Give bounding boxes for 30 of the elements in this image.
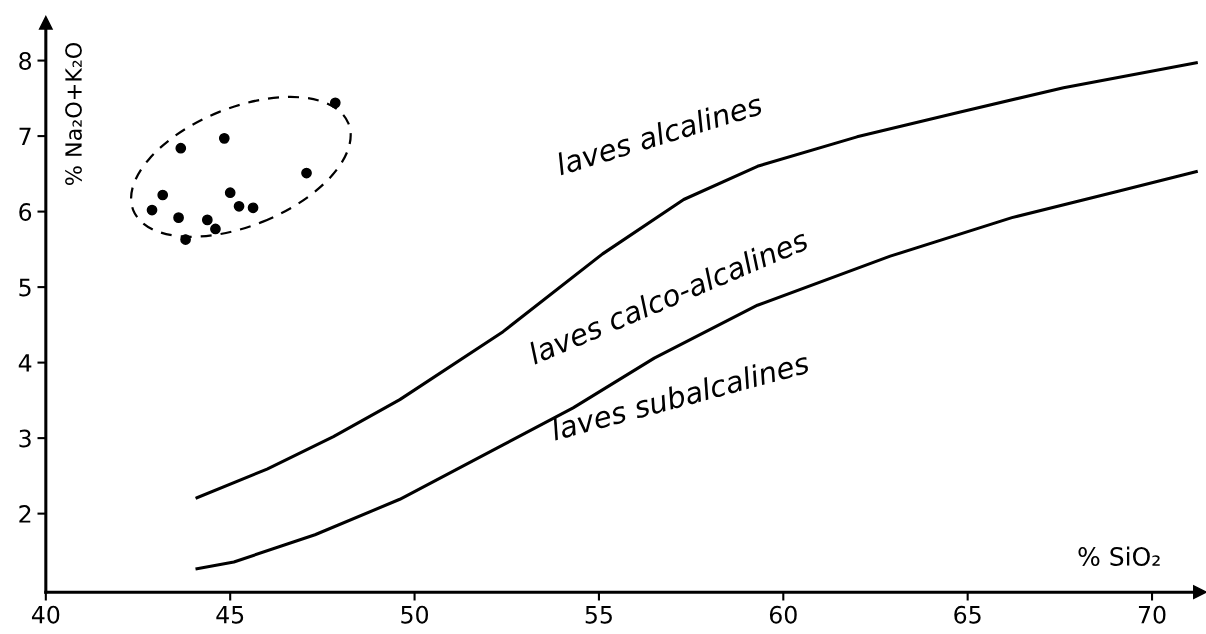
point bbox=[180, 234, 191, 245]
point bbox=[157, 189, 169, 201]
y-tick-label: 6 bbox=[19, 203, 32, 221]
y-tick-label: 4 bbox=[18, 354, 32, 372]
point bbox=[210, 223, 221, 235]
x-tick-label: 65 bbox=[954, 605, 981, 624]
point bbox=[146, 204, 158, 216]
point bbox=[224, 187, 236, 199]
point bbox=[201, 214, 213, 226]
x-tick-label: 70 bbox=[1138, 605, 1166, 624]
x-tick-label: 60 bbox=[769, 605, 797, 624]
y-tick-label: 5 bbox=[19, 278, 31, 297]
point bbox=[233, 200, 245, 212]
y-axis-title: % Na₂O+K₂O bbox=[65, 42, 82, 185]
x-tick-label: 50 bbox=[401, 605, 429, 624]
point bbox=[301, 167, 312, 179]
point bbox=[175, 142, 187, 154]
y-tick-label: 8 bbox=[19, 52, 32, 70]
y-tick-label: 3 bbox=[19, 429, 31, 448]
point bbox=[329, 97, 341, 109]
point bbox=[247, 202, 259, 214]
x-axis-title: % SiO₂ bbox=[1078, 546, 1160, 566]
y-tick-label: 7 bbox=[19, 127, 31, 146]
point bbox=[173, 212, 184, 223]
y-tick-label: 2 bbox=[19, 505, 31, 523]
point bbox=[218, 132, 230, 144]
x-tick-label: 40 bbox=[31, 605, 60, 624]
x-tick-label: 55 bbox=[585, 606, 612, 624]
x-tick-label: 45 bbox=[216, 606, 244, 624]
line-series bbox=[195, 61, 1198, 500]
